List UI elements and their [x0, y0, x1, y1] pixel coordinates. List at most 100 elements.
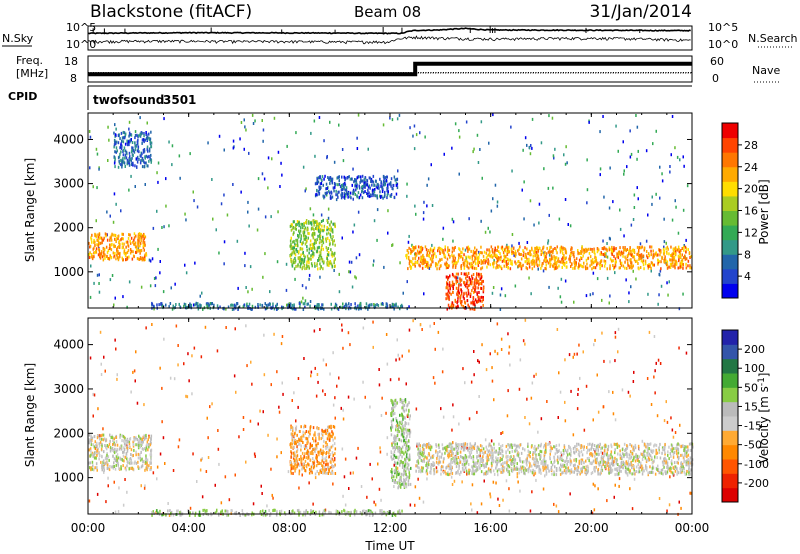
echo-cell — [424, 260, 426, 264]
echo-cell — [458, 291, 460, 295]
echo-cell — [478, 291, 480, 294]
echo-cell — [99, 241, 102, 245]
echo-cell — [304, 255, 306, 259]
echo-cell — [641, 439, 644, 443]
echo-cell — [552, 264, 554, 268]
echo-cell — [329, 223, 331, 227]
echo-cell — [317, 461, 320, 464]
echo-cell — [113, 451, 116, 455]
echo-cell — [134, 460, 136, 464]
echo-cell — [143, 234, 145, 238]
echo-cell — [333, 458, 336, 462]
echo-cell — [396, 338, 398, 342]
echo-cell — [320, 178, 323, 182]
echo-cell — [89, 461, 92, 465]
echo-cell — [506, 263, 508, 267]
echo-cell — [251, 382, 253, 386]
echo-cell — [416, 261, 419, 265]
echo-cell — [524, 246, 526, 250]
echo-cell — [111, 436, 114, 440]
echo-cell — [130, 448, 133, 452]
echo-cell — [577, 249, 579, 252]
echo-cell — [372, 180, 375, 184]
echo-cell — [295, 238, 297, 242]
echo-cell — [643, 450, 645, 453]
echo-cell — [392, 303, 394, 307]
echo-cell — [455, 272, 458, 276]
echo-cell — [91, 240, 93, 244]
echo-cell — [468, 266, 470, 270]
echo-cell — [624, 260, 626, 264]
echo-cell — [315, 240, 317, 244]
echo-cell — [417, 477, 419, 481]
echo-cell — [300, 262, 302, 266]
echo-cell — [328, 261, 331, 265]
echo-cell — [637, 197, 639, 201]
echo-cell — [128, 188, 130, 192]
echo-cell — [316, 303, 318, 307]
echo-cell — [118, 241, 120, 245]
echo-cell — [500, 265, 502, 269]
echo-cell — [123, 136, 126, 140]
echo-cell — [143, 437, 146, 441]
echo-cell — [365, 302, 368, 306]
echo-cell — [368, 305, 371, 309]
echo-cell — [136, 133, 138, 137]
echo-cell — [326, 232, 328, 236]
echo-cell — [381, 186, 384, 190]
echo-cell — [103, 254, 105, 258]
echo-cell — [303, 230, 306, 234]
echo-cell — [670, 258, 672, 262]
echo-cell — [254, 454, 256, 458]
echo-cell — [129, 239, 131, 243]
echo-cell — [474, 250, 477, 254]
echo-cell — [327, 207, 330, 211]
echo-cell — [376, 183, 378, 187]
echo-cell — [367, 194, 369, 198]
echo-cell — [340, 406, 342, 410]
echo-cell — [613, 246, 615, 250]
echo-cell — [600, 455, 603, 459]
echo-cell — [322, 237, 325, 241]
echo-cell — [114, 134, 116, 138]
echo-cell — [497, 245, 500, 249]
echo-cell — [476, 261, 479, 265]
echo-cell — [415, 260, 417, 264]
echo-cell — [331, 228, 334, 232]
echo-cell — [513, 253, 515, 257]
echo-cell — [433, 246, 436, 250]
echo-cell — [536, 255, 538, 259]
echo-cell — [439, 258, 441, 262]
echo-cell — [406, 182, 408, 186]
echo-cell — [630, 264, 633, 268]
echo-cell — [325, 441, 327, 444]
echo-cell — [134, 244, 137, 248]
echo-cell — [140, 440, 143, 444]
echo-cell — [299, 246, 302, 250]
echo-cell — [476, 511, 479, 515]
echo-cell — [663, 419, 666, 423]
echo-cell — [666, 281, 668, 285]
echo-cell — [464, 301, 467, 305]
echo-cell — [402, 417, 404, 421]
echo-cell — [638, 257, 640, 261]
echo-cell — [185, 271, 188, 275]
echo-cell — [411, 262, 414, 266]
echo-cell — [467, 245, 470, 249]
echo-cell — [90, 264, 92, 268]
echo-cell — [570, 265, 572, 268]
echo-cell — [369, 186, 371, 190]
echo-cell — [185, 218, 187, 222]
echo-cell — [193, 346, 196, 350]
echo-cell — [237, 286, 239, 290]
echo-cell — [110, 248, 113, 252]
echo-cell — [128, 151, 131, 155]
echo-cell — [324, 457, 326, 461]
echo-cell — [609, 264, 611, 268]
echo-cell — [468, 417, 471, 421]
echo-cell — [109, 254, 112, 258]
echo-cell — [332, 482, 334, 486]
echo-cell — [101, 255, 104, 259]
echo-cell — [305, 187, 307, 191]
echo-cell — [276, 370, 278, 374]
